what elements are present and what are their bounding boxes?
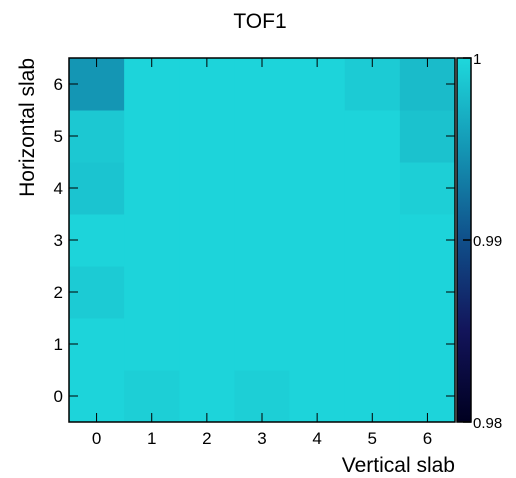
y-tick-label-3: 3 (54, 231, 63, 250)
heatmap-cell-x2-y3 (179, 214, 235, 267)
heatmap-cell-x3-y2 (234, 266, 291, 319)
heatmap-cells (69, 58, 456, 423)
heatmap-cell-x0-y5 (69, 110, 125, 163)
heatmap-cell-x0-y4 (69, 162, 125, 215)
y-axis-ticks: 0 1 2 3 4 5 6 (54, 75, 455, 406)
heatmap-cell-x0-y2 (69, 266, 125, 319)
x-tick-label-5: 5 (368, 429, 377, 448)
y-axis-label: Horizontal slab (16, 58, 39, 197)
heatmap-cell-x2-y4 (179, 162, 235, 215)
x-tick-label-2: 2 (202, 429, 211, 448)
y-tick-label-5: 5 (54, 127, 63, 146)
heatmap-cell-x2-y2 (179, 266, 235, 319)
x-axis-ticks: 0 1 2 3 4 5 6 (92, 58, 432, 448)
heatmap-cell-x1-y4 (124, 162, 180, 215)
colorbar-tick-label: 0.98 (473, 415, 502, 432)
y-tick-label-4: 4 (54, 179, 63, 198)
x-tick-label-4: 4 (312, 429, 321, 448)
heatmap-cell-x4-y4 (289, 162, 346, 215)
colorbar-tick-label: 0.99 (473, 233, 502, 250)
heatmap-cell-x1-y3 (124, 214, 180, 267)
heatmap-cell-x4-y2 (289, 266, 346, 319)
heatmap-cell-x5-y4 (344, 162, 401, 215)
heatmap-cell-x5-y3 (344, 214, 401, 267)
heatmap-cell-x0-y3 (69, 214, 125, 267)
heatmap-cell-x4-y1 (289, 318, 346, 371)
heatmap-cell-x2-y1 (179, 318, 235, 371)
x-tick-label-0: 0 (92, 429, 101, 448)
y-tick-label-2: 2 (54, 283, 63, 302)
colorbar-tick-label: 1 (473, 51, 481, 68)
y-tick-label-6: 6 (54, 75, 63, 94)
heatmap-cell-x4-y5 (289, 110, 346, 163)
heatmap-cell-x0-y1 (69, 318, 125, 371)
colorbar-ticks: 0.98 0.99 1 (463, 51, 502, 432)
heatmap-cell-x1-y5 (124, 110, 180, 163)
x-tick-label-1: 1 (147, 429, 156, 448)
x-tick-label-6: 6 (423, 429, 432, 448)
heatmap-cell-x1-y1 (124, 318, 180, 371)
heatmap-cell-x2-y5 (179, 110, 235, 163)
heatmap-cell-x5-y2 (344, 266, 401, 319)
y-tick-label-0: 0 (54, 387, 63, 406)
y-tick-label-1: 1 (54, 335, 63, 354)
chart-title: TOF1 (233, 10, 286, 33)
heatmap-cell-x3-y4 (234, 162, 291, 215)
heatmap-cell-x5-y5 (344, 110, 401, 163)
heatmap-cell-x3-y1 (234, 318, 291, 371)
x-axis-label: Vertical slab (342, 454, 455, 477)
heatmap-cell-x3-y3 (234, 214, 291, 267)
x-tick-label-3: 3 (257, 429, 266, 448)
heatmap-cell-x3-y5 (234, 110, 291, 163)
heatmap-cell-x5-y1 (344, 318, 401, 371)
heatmap-cell-x1-y2 (124, 266, 180, 319)
heatmap-cell-x4-y3 (289, 214, 346, 267)
